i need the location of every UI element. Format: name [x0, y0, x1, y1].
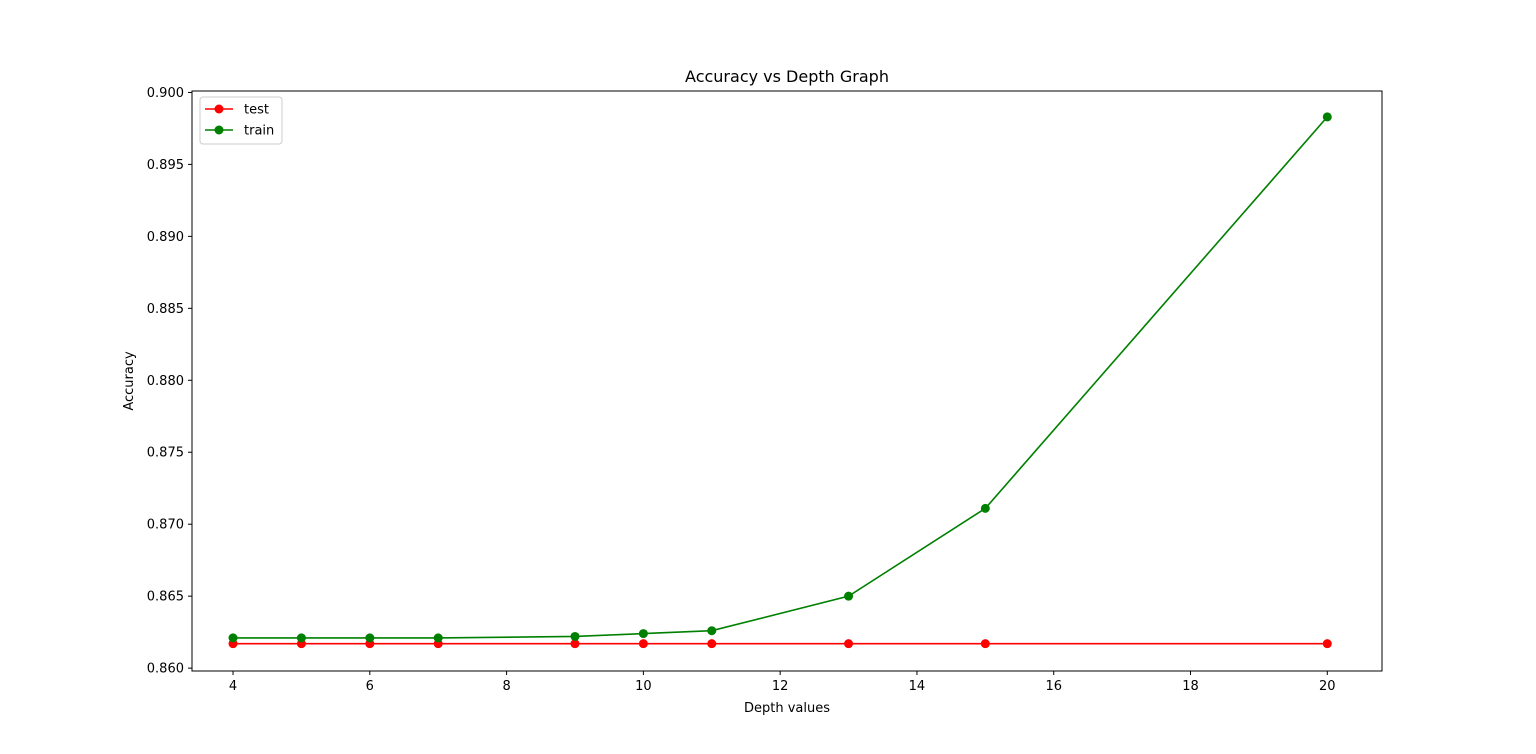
plot-area [229, 112, 1332, 648]
x-tick-label: 18 [1182, 679, 1199, 694]
x-tick-label: 12 [772, 679, 789, 694]
x-tick-label: 8 [502, 679, 510, 694]
y-tick-label: 0.895 [147, 158, 184, 173]
data-point-train [297, 633, 306, 642]
chart-title: Accuracy vs Depth Graph [685, 67, 889, 86]
data-point-test [1323, 639, 1332, 648]
series-line-train [233, 117, 1327, 638]
data-point-train [1323, 112, 1332, 121]
y-axis: 0.860 0.865 0.870 0.875 0.880 0.885 0.890 0.895… [147, 86, 192, 677]
data-point-test [639, 639, 648, 648]
data-point-train [365, 633, 374, 642]
legend: test train [200, 97, 282, 144]
y-tick-label: 0.870 [147, 518, 184, 533]
legend-label-test: test [244, 103, 269, 118]
x-axis-label: Depth values [744, 701, 830, 716]
legend-marker-test [215, 105, 224, 114]
y-axis-label: Accuracy [122, 351, 137, 411]
x-tick-label: 16 [1045, 679, 1062, 694]
data-point-test [981, 639, 990, 648]
y-tick-label: 0.880 [147, 374, 184, 389]
data-point-test [707, 639, 716, 648]
x-tick-label: 14 [909, 679, 926, 694]
data-point-train [434, 633, 443, 642]
x-tick-label: 20 [1319, 679, 1336, 694]
y-tick-label: 0.860 [147, 662, 184, 677]
data-point-train [229, 633, 238, 642]
y-tick-label: 0.885 [147, 302, 184, 317]
data-point-test [844, 639, 853, 648]
legend-marker-train [215, 126, 224, 135]
y-tick-label: 0.890 [147, 230, 184, 245]
data-point-train [844, 592, 853, 601]
legend-label-train: train [244, 124, 274, 139]
data-point-train [981, 504, 990, 513]
data-point-train [707, 626, 716, 635]
y-tick-label: 0.865 [147, 590, 184, 605]
data-point-train [570, 632, 579, 641]
y-tick-label: 0.875 [147, 446, 184, 461]
x-tick-label: 10 [635, 679, 652, 694]
plot-frame [192, 91, 1382, 671]
y-tick-label: 0.900 [147, 86, 184, 101]
data-point-train [639, 629, 648, 638]
x-tick-label: 4 [229, 679, 237, 694]
x-axis: 4 6 8 10 12 14 16 18 20 [229, 671, 1336, 694]
x-tick-label: 6 [366, 679, 374, 694]
